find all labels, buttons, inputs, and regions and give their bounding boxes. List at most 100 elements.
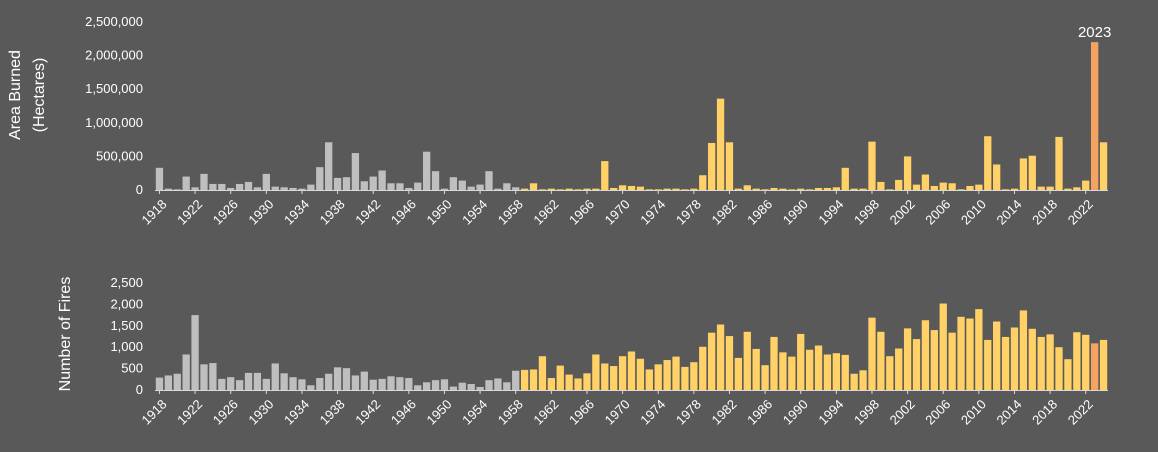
- bar-2002: [903, 328, 912, 390]
- bar-2001: [895, 179, 903, 190]
- bar-1997: [859, 370, 867, 390]
- bar-2023: [1090, 42, 1099, 190]
- bar-1940: [351, 153, 360, 190]
- bar-1939: [342, 177, 351, 190]
- bar-1923: [200, 173, 208, 190]
- x-tick-label: 2010: [958, 397, 989, 428]
- x-tick-label: 1978: [673, 197, 704, 228]
- bar-1918: [155, 167, 164, 190]
- y-tick-label: 2,000,000: [85, 48, 143, 63]
- bar-1948: [423, 151, 431, 190]
- bar-1974: [654, 364, 662, 390]
- bar-1966: [583, 373, 591, 390]
- x-tick-label: 1946: [388, 397, 419, 428]
- bar-1963: [556, 365, 564, 390]
- x-tick-label: 1942: [352, 397, 383, 428]
- bar-1938: [333, 177, 342, 190]
- bar-2004: [921, 174, 930, 190]
- bar-1945: [396, 377, 404, 390]
- bar-2010: [975, 309, 983, 390]
- bar-1972: [636, 358, 645, 390]
- x-tick-label: 2014: [994, 197, 1025, 228]
- x-tick-label: 2006: [922, 197, 953, 228]
- bar-1984: [743, 331, 751, 390]
- x-tick-label: 1926: [210, 397, 241, 428]
- bar-1976: [672, 356, 680, 390]
- bar-2020: [1064, 188, 1072, 190]
- bar-1971: [627, 185, 636, 190]
- bar-1958: [512, 187, 520, 190]
- bar-1964: [565, 188, 573, 190]
- x-tick-label: 1970: [602, 197, 633, 228]
- bar-1956: [494, 378, 502, 390]
- bar-1968: [601, 363, 609, 390]
- bar-1929: [253, 372, 262, 390]
- bar-1982: [725, 142, 734, 190]
- x-tick-label: 2010: [958, 197, 989, 228]
- bar-1947: [414, 385, 422, 390]
- bar-1943: [378, 378, 386, 390]
- bar-2005: [930, 185, 938, 190]
- bar-1973: [645, 189, 653, 190]
- bar-1957: [503, 183, 511, 190]
- bar-1933: [289, 377, 297, 390]
- bar-2024: [1099, 339, 1108, 390]
- bar-1985: [752, 188, 760, 190]
- bar-1973: [645, 369, 653, 390]
- bar-2011: [984, 339, 992, 390]
- bar-2003: [912, 339, 921, 390]
- bar-1951: [449, 386, 458, 390]
- bar-1961: [538, 356, 547, 390]
- y-tick-label: 0: [136, 182, 143, 197]
- bar-1992: [814, 345, 823, 390]
- x-tick-label: 1958: [495, 397, 526, 428]
- bar-1980: [708, 332, 716, 390]
- bar-1967: [592, 354, 600, 390]
- x-tick-label: 1966: [566, 197, 597, 228]
- bar-1992: [814, 187, 823, 190]
- bar-1932: [280, 187, 288, 190]
- bar-1991: [805, 189, 814, 190]
- bar-2011: [984, 136, 992, 190]
- x-tick-label: 1962: [530, 397, 561, 428]
- x-tick-label: 1962: [530, 197, 561, 228]
- bar-1969: [610, 187, 618, 190]
- bar-2001: [895, 348, 903, 390]
- bar-2018: [1046, 334, 1054, 390]
- bar-1971: [627, 351, 636, 390]
- bar-1953: [467, 186, 475, 190]
- bar-1990: [797, 333, 805, 390]
- bar-2022: [1082, 180, 1090, 190]
- bar-1946: [405, 378, 413, 390]
- x-tick-label: 2002: [887, 397, 918, 428]
- bar-1979: [699, 175, 707, 190]
- y-tick-label: 500: [121, 361, 143, 376]
- bar-1955: [485, 380, 493, 390]
- x-tick-label: 1982: [709, 397, 740, 428]
- bar-1952: [458, 180, 466, 190]
- bar-1934: [298, 379, 306, 390]
- x-tick-label: 1946: [388, 197, 419, 228]
- x-tick-label: 1986: [744, 397, 775, 428]
- bar-1930: [262, 378, 270, 390]
- bar-1924: [209, 183, 217, 190]
- y-tick-label: 0: [136, 382, 143, 397]
- bar-1998: [868, 141, 876, 190]
- bar-1920: [173, 373, 181, 390]
- x-tick-label: 1958: [495, 197, 526, 228]
- bar-1982: [725, 336, 734, 390]
- bar-1936: [316, 378, 324, 390]
- bar-1953: [467, 384, 475, 390]
- bar-1988: [779, 352, 787, 390]
- bar-1923: [200, 364, 208, 390]
- x-tick-label: 1998: [851, 397, 882, 428]
- x-tick-label: 1974: [637, 197, 668, 228]
- bar-1981: [716, 324, 725, 390]
- x-tick-label: 1998: [851, 197, 882, 228]
- bar-2007: [948, 332, 956, 390]
- bar-2004: [921, 320, 930, 390]
- bar-1922: [191, 187, 199, 190]
- x-tick-label: 1942: [352, 197, 383, 228]
- bar-2000: [886, 356, 894, 390]
- bar-1974: [654, 189, 662, 190]
